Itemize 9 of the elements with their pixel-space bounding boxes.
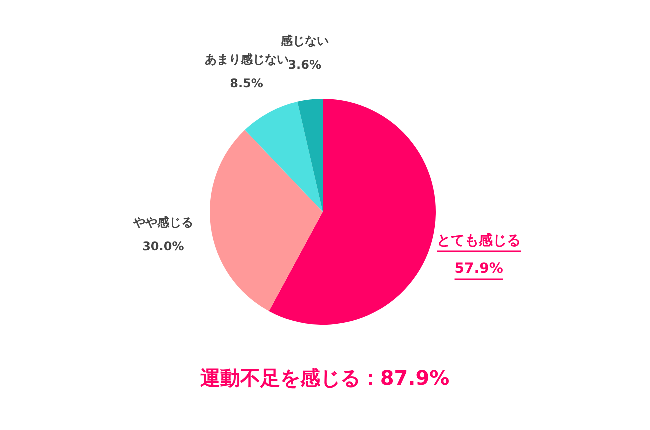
slice-label: あまり感じない	[204, 52, 289, 66]
slice-label: やや感じる	[132, 215, 194, 230]
text: 運動不足を感じる：87.9%	[199, 366, 450, 390]
data-label: 8.5%	[230, 76, 264, 90]
data-label: 30.0%	[142, 239, 184, 254]
slice-label: とても感じる	[437, 233, 522, 250]
data-label: 57.9%	[454, 261, 504, 278]
slice-label: 感じない	[280, 34, 329, 48]
data-label: 3.6%	[288, 58, 322, 72]
